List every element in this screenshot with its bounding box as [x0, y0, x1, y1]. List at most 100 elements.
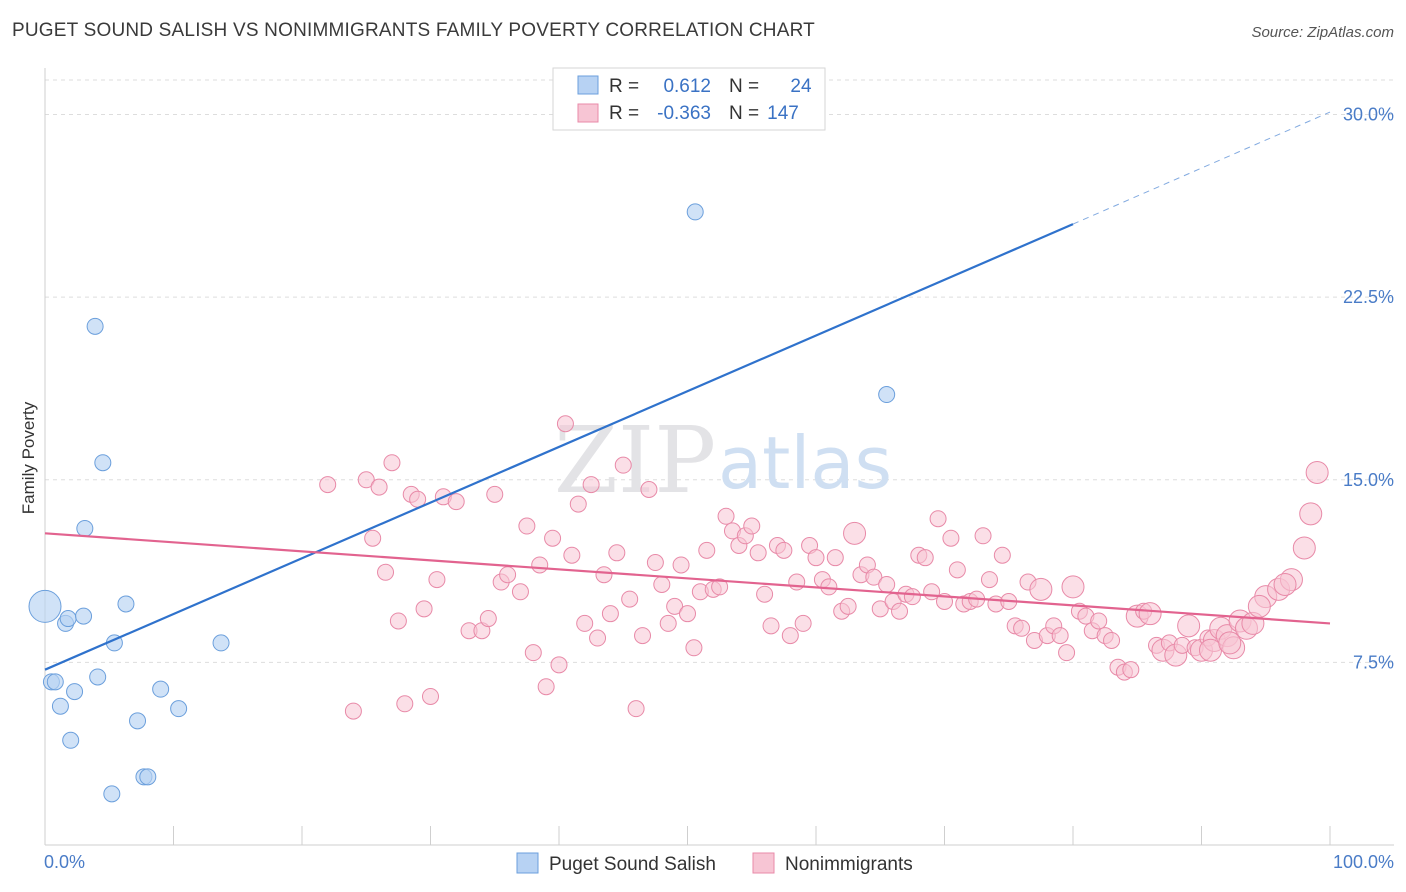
nonimmigrants-point	[666, 597, 684, 615]
nonimmigrants-point	[499, 566, 517, 584]
puget-sound-salish-point	[62, 731, 80, 749]
nonimmigrants-point	[364, 529, 382, 547]
nonimmigrants-trend-line	[44, 532, 1331, 625]
nonimmigrants-point	[415, 600, 433, 618]
stats-blue-n-label: N =	[729, 76, 759, 97]
nonimmigrants-point	[775, 541, 793, 559]
nonimmigrants-point	[601, 605, 619, 623]
grid-lines	[45, 79, 1394, 663]
nonimmigrants-point	[974, 527, 992, 545]
nonimmigrants-point	[646, 554, 664, 572]
puget-sound-salish-trend-line	[44, 223, 1074, 671]
nonimmigrants-point	[422, 687, 439, 705]
nonimmigrants-point	[1299, 502, 1323, 526]
puget-sound-salish-point	[878, 386, 896, 404]
nonimmigrants-point	[903, 588, 921, 606]
nonimmigrants-point	[659, 614, 677, 632]
nonimmigrants-point	[537, 678, 555, 696]
nonimmigrants-point	[878, 575, 896, 593]
puget-sound-salish-point	[51, 697, 69, 715]
puget-sound-salish-point	[152, 680, 170, 698]
puget-sound-salish-point	[94, 454, 112, 472]
stats-pink-r-value: -0.363	[657, 103, 711, 124]
nonimmigrants-point	[563, 546, 581, 564]
nonimmigrants-point	[428, 571, 446, 589]
stats-blue-r-value: 0.612	[663, 76, 711, 97]
nonimmigrants-point	[518, 517, 536, 535]
nonimmigrants-point	[576, 614, 594, 632]
nonimmigrants-point	[942, 529, 960, 547]
nonimmigrants-point	[781, 627, 799, 645]
nonimmigrants-point	[524, 644, 542, 662]
nonimmigrants-point	[1138, 602, 1162, 626]
legend-pink-swatch	[752, 852, 775, 874]
nonimmigrants-point	[1122, 661, 1140, 679]
nonimmigrants-point	[1218, 631, 1242, 655]
nonimmigrants-point	[383, 454, 401, 472]
stats-pink-n-value: 147	[767, 103, 799, 124]
nonimmigrants-point	[788, 573, 806, 591]
nonimmigrants-point	[1051, 627, 1069, 645]
legend-blue-swatch	[516, 852, 539, 874]
y-tick-labels: 7.5% 15.0% 22.5% 30.0%	[1343, 105, 1394, 673]
nonimmigrants-point	[1013, 619, 1031, 637]
x-tick-label-1: 100.0%	[1333, 852, 1394, 872]
puget-sound-salish-point	[46, 673, 64, 691]
nonimmigrants-point	[479, 610, 497, 628]
nonimmigrants-point	[634, 627, 652, 645]
nonimmigrants-point	[447, 493, 465, 511]
puget-sound-salish-point	[139, 768, 157, 786]
nonimmigrants-point	[865, 568, 883, 586]
puget-sound-salish-points	[28, 203, 896, 803]
nonimmigrants-point	[993, 546, 1011, 564]
nonimmigrants-points	[319, 415, 1329, 720]
puget-sound-salish-point	[86, 317, 104, 335]
nonimmigrants-point	[672, 556, 690, 574]
y-tick-label-1: 15.0%	[1343, 470, 1394, 490]
stats-blue-n-value: 24	[790, 76, 812, 97]
y-axis-label: Family Poverty	[19, 401, 38, 514]
nonimmigrants-point	[826, 549, 844, 567]
axes	[44, 68, 1394, 846]
nonimmigrants-point	[370, 478, 388, 496]
puget-sound-salish-point	[212, 634, 230, 652]
nonimmigrants-point	[891, 602, 909, 620]
puget-sound-salish-point	[28, 589, 62, 623]
puget-sound-salish-point	[89, 668, 107, 686]
source-label: Source: ZipAtlas.com	[1251, 24, 1394, 41]
nonimmigrants-point	[1177, 614, 1201, 638]
nonimmigrants-point	[595, 566, 613, 584]
nonimmigrants-point	[653, 575, 671, 593]
puget-sound-salish-point	[129, 712, 147, 730]
stats-blue-swatch	[577, 75, 599, 95]
nonimmigrants-point	[685, 639, 703, 657]
nonimmigrants-point	[929, 510, 947, 528]
x-tick-label-0: 0.0%	[44, 852, 85, 872]
puget-sound-salish-point	[686, 203, 704, 221]
nonimmigrants-point	[980, 571, 998, 589]
nonimmigrants-point	[711, 578, 729, 596]
nonimmigrants-point	[756, 585, 774, 603]
nonimmigrants-point	[679, 605, 696, 623]
nonimmigrants-point	[550, 656, 568, 674]
puget-sound-salish-point	[103, 785, 121, 803]
puget-sound-salish-point	[170, 700, 188, 718]
x-tick-labels: 0.0% 100.0%	[44, 852, 1394, 872]
nonimmigrants-point	[843, 521, 867, 545]
nonimmigrants-point	[627, 700, 645, 718]
nonimmigrants-point	[621, 590, 639, 608]
stats-pink-swatch	[577, 103, 599, 123]
nonimmigrants-point	[344, 702, 362, 720]
nonimmigrants-point	[749, 544, 767, 562]
nonimmigrants-point	[839, 597, 857, 615]
stats-legend: R = 0.612 N = 24 R = -0.363 N = 147	[552, 67, 826, 131]
nonimmigrants-point	[1090, 612, 1108, 630]
nonimmigrants-point	[1198, 638, 1222, 662]
nonimmigrants-point	[377, 563, 395, 581]
nonimmigrants-point	[1273, 572, 1297, 596]
nonimmigrants-point	[1247, 594, 1271, 618]
nonimmigrants-point	[807, 549, 825, 567]
nonimmigrants-point	[582, 476, 600, 494]
stats-blue-r-label: R =	[609, 76, 639, 97]
